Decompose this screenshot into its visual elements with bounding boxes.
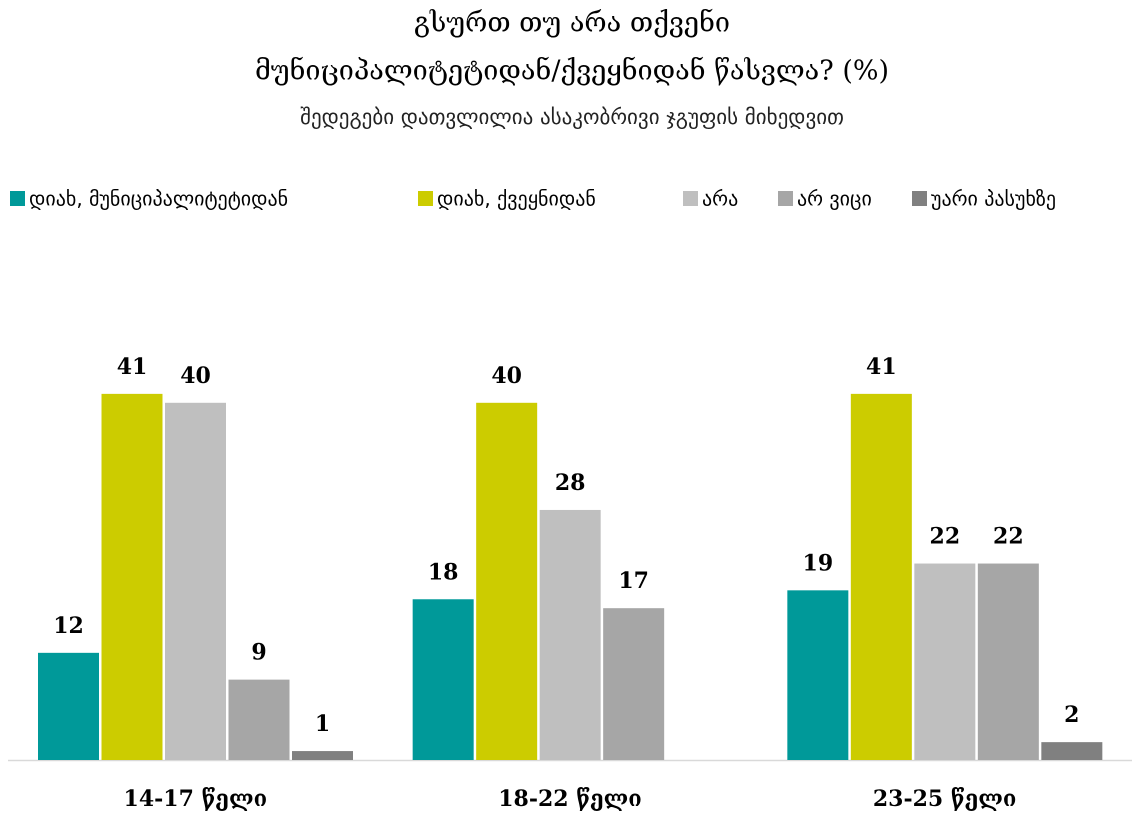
bar <box>38 652 99 760</box>
data-label: 1 <box>315 711 330 737</box>
x-tick-label: 23-25 წელი <box>873 786 1017 812</box>
data-label: 22 <box>930 524 961 550</box>
bar <box>850 393 912 760</box>
data-label: 19 <box>803 550 834 576</box>
legend-label: დიახ, მუნიციპალიტეტიდან <box>29 187 288 211</box>
bar <box>165 402 226 760</box>
data-label: 2 <box>1064 702 1079 728</box>
bar <box>787 590 849 760</box>
chart-title: მუნიციპალიტეტიდან/ქვეყნიდან წასვლა? (%) <box>255 56 889 87</box>
legend-swatch <box>418 191 433 206</box>
data-label: 17 <box>618 568 649 594</box>
data-label: 18 <box>428 559 459 585</box>
legend-swatch <box>778 191 793 206</box>
bar <box>914 563 976 760</box>
bar <box>1041 742 1103 760</box>
data-label: 9 <box>251 640 266 666</box>
data-label: 40 <box>491 363 522 389</box>
chart-subtitle: შედეგები დათვლილია ასაკობრივი ჯგუფის მიხ… <box>300 105 844 129</box>
data-label: 41 <box>866 354 897 380</box>
legend-swatch <box>912 191 927 206</box>
data-label: 41 <box>117 354 148 380</box>
bar <box>977 563 1039 760</box>
data-label: 28 <box>555 470 586 496</box>
legend-swatch <box>683 191 698 206</box>
legend-label: უარი პასუხზე <box>931 187 1056 211</box>
bar <box>101 393 163 760</box>
bar <box>539 509 601 760</box>
legend-swatch <box>10 191 25 206</box>
data-label: 40 <box>180 363 211 389</box>
x-tick-label: 18-22 წელი <box>498 786 642 812</box>
data-label: 12 <box>53 613 84 639</box>
bar <box>292 751 353 760</box>
bar <box>476 402 538 760</box>
bar <box>228 679 290 760</box>
legend-label: არ ვიცი <box>797 187 872 211</box>
data-label: 22 <box>993 524 1024 550</box>
legend-label: დიახ, ქვეყნიდან <box>437 187 596 211</box>
chart-title: გსურთ თუ არა თქვენი <box>414 8 730 39</box>
legend-label: არა <box>702 187 738 211</box>
x-tick-label: 14-17 წელი <box>124 786 268 812</box>
bar <box>412 599 474 760</box>
bar <box>603 608 665 760</box>
